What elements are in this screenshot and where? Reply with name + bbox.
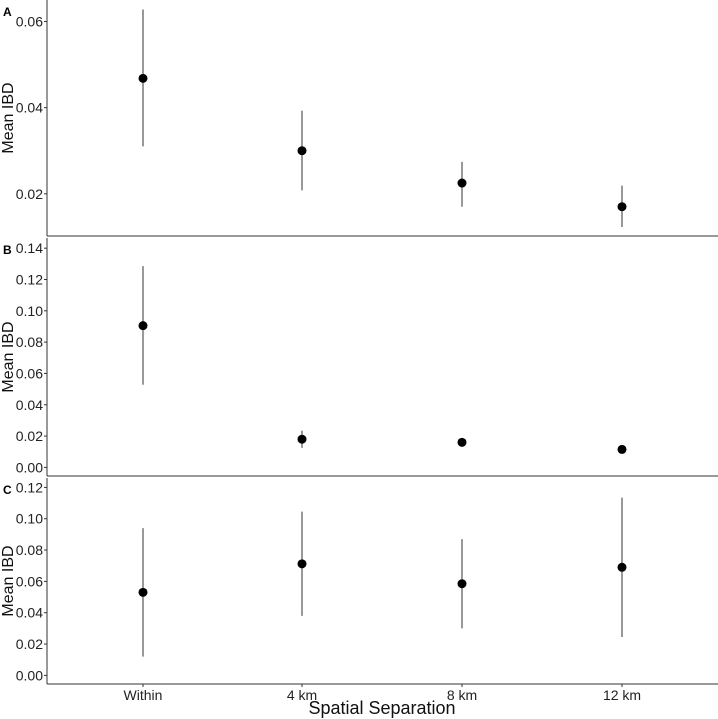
x-tick-label: 8 km — [447, 687, 477, 703]
data-point — [617, 444, 627, 454]
y-tick-label: 0.02 — [16, 428, 43, 444]
y-tick-label: 0.00 — [16, 459, 43, 475]
panel-c: C 0.00 0.02 0.04 0.06 0.08 0.10 0.12 Mean IBD Wit… — [0, 478, 718, 718]
data-point — [138, 321, 148, 331]
data-point — [138, 73, 148, 83]
data-point — [617, 562, 627, 572]
y-tick-label: 0.02 — [16, 186, 43, 202]
y-tick-label: 0.12 — [16, 271, 43, 287]
x-axis-title: Spatial Separation — [308, 698, 455, 718]
y-tick-label: 0.04 — [16, 605, 43, 621]
y-tick-label: 0.08 — [16, 542, 43, 558]
panel-label: B — [3, 243, 12, 257]
data-point — [297, 146, 307, 156]
y-tick-label: 0.12 — [16, 479, 43, 495]
data-point — [138, 587, 148, 597]
data-point — [457, 579, 467, 589]
data-point — [457, 437, 467, 447]
data-point — [617, 202, 627, 212]
y-tick-label: 0.04 — [16, 100, 43, 116]
y-tick-label: 0.10 — [16, 511, 43, 527]
y-tick-label: 0.06 — [16, 573, 43, 589]
y-tick-label: 0.06 — [16, 365, 43, 381]
x-tick-label: Within — [124, 687, 163, 703]
y-axis-label: Mean IBD — [0, 82, 17, 153]
x-tick-label: 12 km — [603, 687, 641, 703]
y-tick-label: 0.06 — [16, 14, 43, 30]
y-tick-label: 0.00 — [16, 667, 43, 683]
data-point — [457, 178, 467, 188]
y-tick-label: 0.02 — [16, 636, 43, 652]
data-point — [297, 434, 307, 444]
panel-a: A 0.02 0.04 0.06 Mean IBD — [0, 0, 718, 237]
panel-label: A — [3, 5, 12, 19]
y-tick-label: 0.08 — [16, 334, 43, 350]
y-tick-label: 0.14 — [16, 240, 43, 256]
y-tick-label: 0.10 — [16, 303, 43, 319]
panel-b: B 0.00 0.02 0.04 0.06 0.08 0.10 0.12 0.14 Mean IB… — [0, 238, 718, 477]
panel-label: C — [3, 483, 12, 497]
y-axis-label: Mean IBD — [0, 545, 17, 616]
y-axis-label: Mean IBD — [0, 321, 17, 392]
data-point — [297, 559, 307, 569]
x-tick-label: 4 km — [287, 687, 317, 703]
y-tick-label: 0.04 — [16, 397, 43, 413]
